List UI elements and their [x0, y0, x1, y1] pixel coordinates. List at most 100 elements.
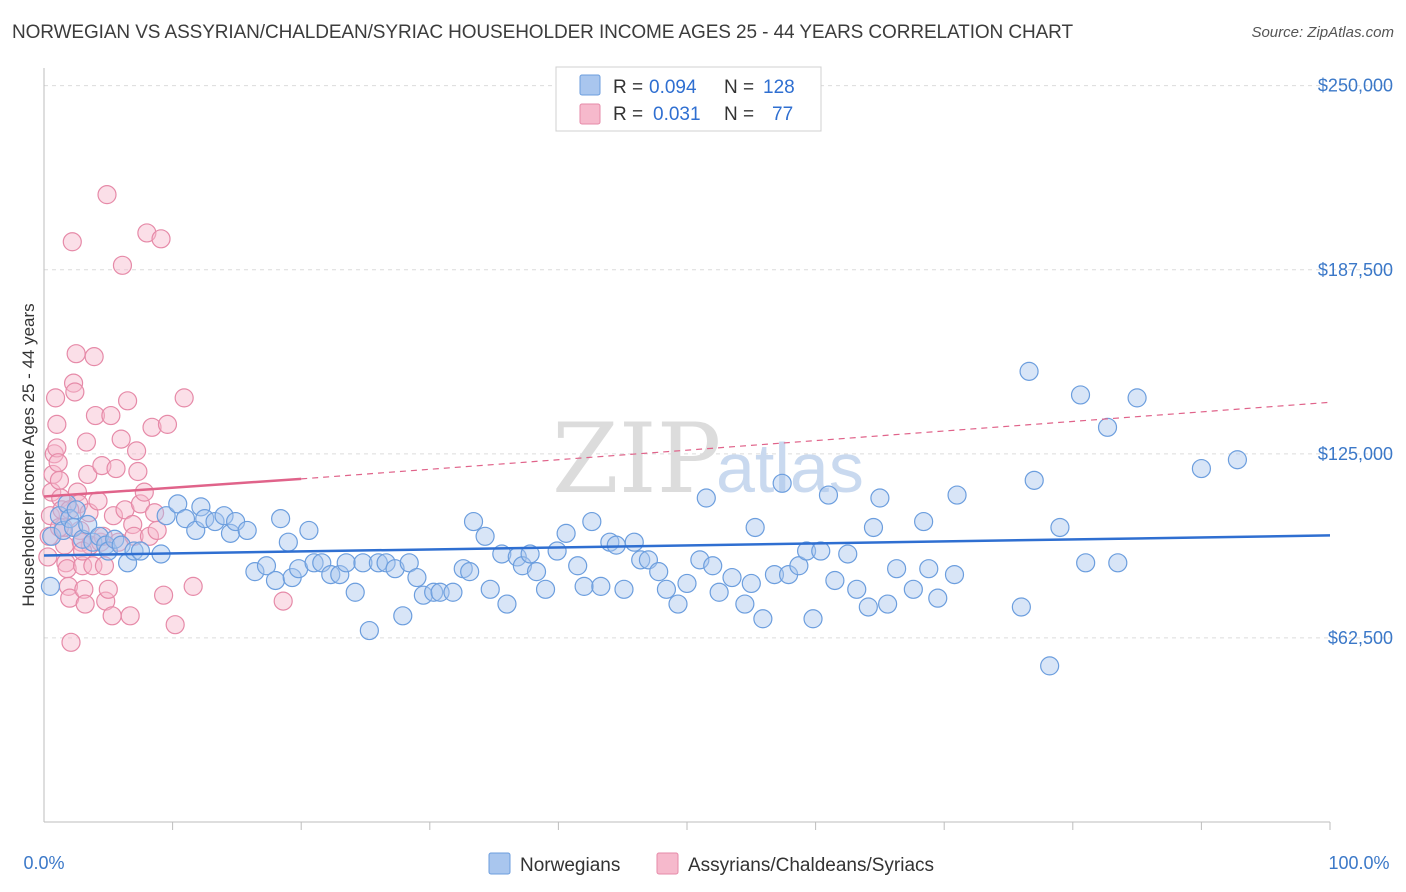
assyrians-point: [165, 615, 185, 635]
assyrians-point: [92, 456, 112, 476]
assyrians-point: [65, 382, 85, 402]
norwegians-point: [556, 523, 576, 543]
norwegians-point: [385, 559, 405, 579]
norwegians-point: [245, 562, 265, 582]
norwegians-point: [1011, 597, 1031, 617]
norwegians-point: [568, 556, 588, 576]
norwegians-point: [677, 573, 697, 594]
y-tick-label: $250,000: [1318, 76, 1393, 96]
assyrians-point: [139, 526, 160, 546]
norwegians-point: [838, 544, 858, 564]
assyrians-point: [94, 556, 115, 576]
norwegians-point: [928, 588, 948, 608]
assyrians-point: [45, 388, 66, 408]
assyrians-trend-line-dashed: [301, 401, 1331, 480]
norwegians-point: [191, 497, 211, 517]
assyrians-point: [151, 229, 171, 249]
assyrians-point: [66, 344, 86, 364]
norwegians-point: [330, 564, 350, 585]
norwegians-point: [703, 556, 723, 576]
norwegians-point: [271, 509, 291, 529]
x-axis-ticks: [172, 822, 1331, 830]
norwegians-point: [1070, 385, 1091, 405]
norwegians-point: [237, 520, 257, 541]
assyrians-point: [174, 388, 194, 408]
assyrians-point: [130, 494, 151, 514]
norwegians-point: [42, 526, 62, 546]
legend-pink-n-value: 77: [772, 104, 793, 125]
norwegians-point: [345, 582, 365, 602]
norwegians-point: [606, 535, 626, 555]
assyrians-point: [83, 556, 103, 576]
norwegians-point: [1191, 458, 1212, 479]
norwegians-point: [1040, 656, 1060, 676]
assyrians-point: [75, 594, 95, 614]
assyrians-point: [102, 606, 122, 626]
assyrians-point: [112, 255, 133, 275]
legend-bottom: Norwegians Assyrians/Chaldeans/Syriacs: [488, 852, 934, 876]
norwegians-point: [424, 582, 444, 602]
norwegians-point: [614, 579, 634, 599]
norwegians-point: [547, 541, 567, 561]
legend-blue-swatch: [579, 74, 601, 96]
norwegians-point: [649, 562, 669, 582]
norwegians-point: [741, 573, 761, 594]
assyrians-point: [61, 632, 81, 652]
norwegians-point: [1227, 450, 1248, 470]
assyrians-trend-line: [43, 477, 302, 498]
assyrians-point: [56, 553, 76, 573]
norwegians-point: [512, 556, 532, 576]
assyrians-point: [103, 506, 124, 526]
norwegians-point: [722, 567, 742, 588]
assyrians-point: [106, 458, 126, 479]
norwegians-point: [480, 579, 500, 599]
norwegians-point: [1050, 517, 1070, 538]
legend-blue-r-label: R =: [613, 77, 643, 98]
norwegians-point: [368, 553, 388, 573]
assyrians-point: [120, 606, 140, 626]
assyrians-point: [48, 453, 68, 473]
norwegians-point: [497, 594, 517, 614]
y-axis-title: Householder Income Ages 25 - 44 years: [19, 303, 38, 606]
norwegians-point: [393, 606, 413, 626]
norwegians-point: [796, 541, 817, 561]
assyrians-point: [101, 405, 121, 426]
norwegians-point: [870, 488, 890, 508]
norwegians-point: [220, 523, 241, 543]
legend-bottom-assyrians: Assyrians/Chaldeans/Syriacs: [688, 855, 934, 876]
norwegians-point: [256, 556, 277, 576]
norwegians-point: [1097, 417, 1118, 437]
norwegians-point: [475, 526, 495, 546]
norwegians-point: [443, 582, 463, 602]
norwegians-point: [130, 541, 151, 561]
norwegians-point: [631, 550, 651, 570]
legend-blue-r-value: 0.094: [649, 77, 697, 98]
norwegians-point: [278, 532, 298, 552]
norwegians-point: [656, 579, 677, 599]
y-tick-labels: $62,500 $125,000 $187,500 $250,000: [1318, 76, 1393, 648]
norwegians-point: [818, 485, 839, 505]
watermark-atlas: atlas: [716, 429, 864, 507]
assyrians-point: [111, 429, 131, 449]
norwegians-point: [1076, 553, 1096, 573]
norwegians-point: [399, 553, 419, 573]
norwegians-point: [40, 576, 61, 596]
norwegians-trend-line: [43, 534, 1331, 557]
legend-blue-n-value: 128: [763, 77, 795, 98]
legend-blue-n-label: N =: [724, 77, 754, 98]
norwegians-point: [353, 553, 373, 573]
assyrians-point: [62, 232, 82, 252]
series-assyrians-points: [38, 185, 293, 652]
assyrians-point: [76, 432, 97, 452]
norwegians-point: [1019, 361, 1039, 381]
norwegians-point: [789, 556, 809, 576]
chart-source: Source: ZipAtlas.com: [1251, 24, 1394, 41]
norwegians-point: [156, 506, 176, 526]
norwegians-point: [903, 579, 923, 599]
norwegians-point: [1108, 553, 1128, 573]
assyrians-point: [38, 547, 58, 567]
norwegians-point: [772, 473, 792, 493]
legend-pink-n-label: N =: [724, 104, 754, 125]
norwegians-point: [574, 576, 594, 596]
